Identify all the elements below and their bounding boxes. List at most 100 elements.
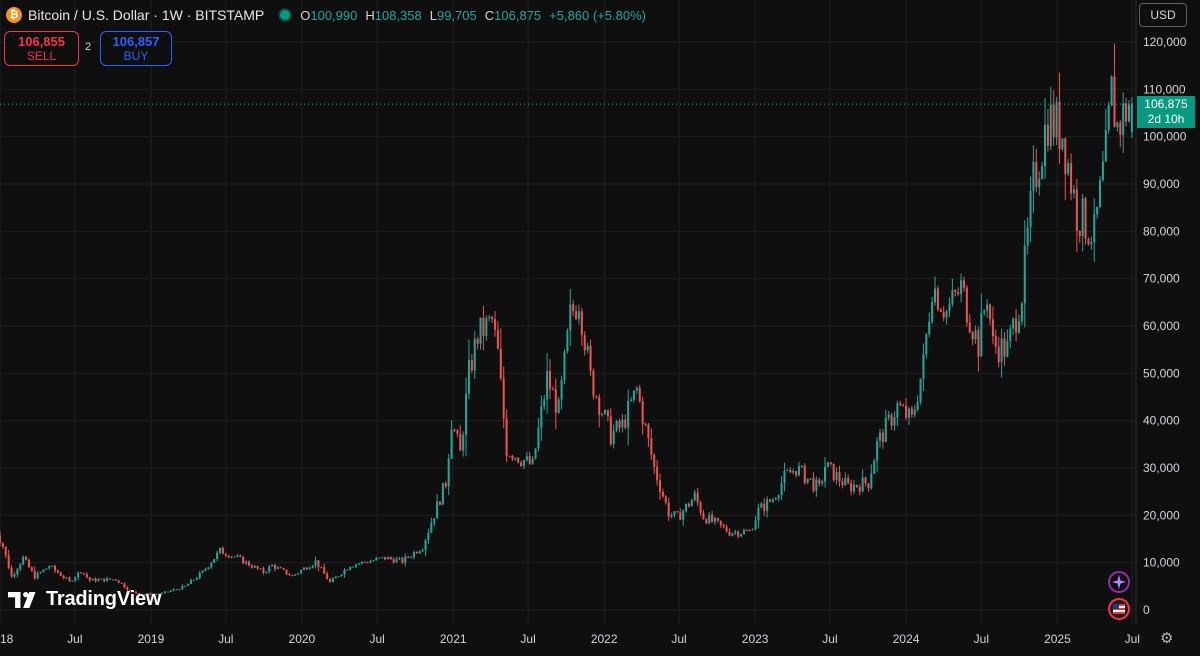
candle-body — [957, 291, 960, 295]
candle-body — [334, 576, 337, 579]
candle-body — [103, 578, 106, 582]
candle-body — [320, 567, 323, 569]
x-tick-label: 2025 — [1044, 632, 1071, 646]
candle-body — [106, 578, 109, 582]
candle-body — [635, 387, 638, 391]
candle-body — [1046, 124, 1049, 146]
candle-body — [100, 578, 103, 580]
candle-body — [459, 433, 462, 451]
candle-body — [256, 565, 259, 569]
x-tick-label: Jul — [822, 632, 837, 646]
candle-body — [282, 568, 285, 570]
candle-body — [302, 567, 305, 571]
x-tick-label: Jul — [520, 632, 535, 646]
bar-countdown: 2d 10h — [1147, 112, 1185, 126]
candle-body — [774, 498, 777, 500]
candle-body — [905, 405, 908, 418]
candle-body — [598, 396, 601, 415]
currency-selector[interactable]: USD — [1139, 3, 1187, 27]
buy-button[interactable]: 106,857 BUY — [100, 31, 172, 66]
candle-body — [615, 421, 618, 431]
candle-body — [111, 579, 114, 581]
candle-body — [352, 566, 355, 568]
candle-body — [745, 530, 748, 532]
candle-body — [751, 529, 754, 531]
x-tick-label: Jul — [671, 632, 686, 646]
candle-body — [1023, 245, 1026, 304]
candle-body — [1064, 138, 1067, 174]
candle-body — [928, 321, 931, 335]
candle-body — [53, 565, 57, 571]
bitcoin-icon: ₿ — [6, 7, 22, 23]
candle-body — [1044, 124, 1047, 166]
candle-body — [769, 499, 772, 502]
close-label: C — [484, 7, 495, 23]
candle-body — [907, 408, 910, 418]
candle-body — [1087, 238, 1090, 245]
candle-body — [661, 491, 664, 497]
candle-body — [786, 470, 789, 472]
tradingview-logo[interactable]: TradingView — [8, 588, 161, 611]
candle-body — [71, 580, 74, 582]
candle-body — [731, 533, 734, 536]
x-tick-label: Jul — [1125, 632, 1140, 646]
candle-body — [537, 427, 540, 449]
us-flag-icon[interactable] — [1108, 598, 1130, 620]
candle-body — [13, 574, 16, 577]
x-tick-label: 2020 — [289, 632, 316, 646]
candle-body — [94, 578, 97, 582]
candle-body — [528, 456, 531, 464]
candle-body — [1101, 161, 1104, 181]
y-tick-label: 90,000 — [1143, 177, 1180, 191]
candle-body — [158, 593, 161, 595]
candle-body — [511, 455, 514, 460]
candle-body — [682, 510, 685, 520]
candle-body — [190, 580, 193, 584]
candle-body — [693, 492, 696, 501]
candle-body — [809, 478, 812, 480]
y-tick-label: 70,000 — [1143, 272, 1180, 286]
candle-body — [245, 561, 248, 564]
symbol-title[interactable]: Bitcoin / U.S. Dollar · 1W · BITSTAMP — [28, 7, 265, 23]
candle-body — [143, 594, 146, 596]
ai-sparkle-icon[interactable] — [1108, 571, 1130, 593]
candle-body — [363, 561, 366, 563]
candle-body — [482, 317, 485, 337]
candle-body — [16, 569, 19, 575]
candle-body — [82, 573, 85, 575]
candle-body — [609, 416, 612, 444]
x-tick-label: 2024 — [893, 632, 920, 646]
candle-body — [983, 310, 986, 313]
candle-body — [740, 533, 743, 537]
candle-body — [624, 419, 627, 428]
candle-body — [476, 338, 479, 344]
sell-button[interactable]: 106,855 SELL — [4, 31, 79, 66]
candle-body — [1070, 163, 1073, 194]
candle-body — [716, 518, 719, 521]
last-price-value: 106,875 — [1144, 97, 1188, 111]
candle-body — [381, 556, 384, 558]
candle-body — [201, 570, 204, 573]
candle-body — [960, 280, 963, 295]
candle-body — [65, 577, 68, 579]
time-axis[interactable]: 2018 Jul 2019 Jul 2020 Jul 2021 Jul 2022 Jul 2023 J… — [0, 632, 1140, 646]
settings-gear-icon[interactable]: ⚙ — [1160, 630, 1174, 647]
candle-body — [734, 531, 737, 534]
candle-body — [230, 556, 233, 558]
candle-body — [297, 573, 300, 575]
candle-body — [221, 547, 224, 554]
candle-body — [566, 330, 569, 352]
candle-body — [33, 570, 36, 579]
price-axis[interactable]: 0 10,000 20,000 30,000 40,000 50,000 60,000 70,… — [1143, 35, 1187, 617]
candle-body — [826, 462, 829, 467]
candle-body — [890, 414, 893, 426]
candle-body — [383, 556, 387, 560]
y-tick-label: 50,000 — [1143, 366, 1180, 380]
open-value: 100,990 — [310, 7, 358, 23]
candle-body — [656, 466, 659, 481]
candle-body — [797, 466, 800, 476]
candle-body — [505, 418, 508, 456]
candle-body — [360, 561, 363, 564]
candle-body — [939, 309, 942, 312]
